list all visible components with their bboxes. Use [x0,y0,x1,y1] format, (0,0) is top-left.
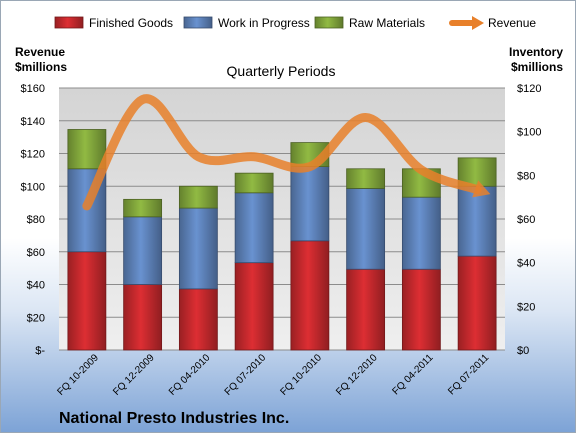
x-tick-label: FQ 04-2011 [391,352,436,397]
bar-segment [123,216,163,285]
left-tick-label: $120 [21,149,45,161]
x-tick-label: FQ 07-2010 [223,352,269,398]
bar-segment [346,188,386,270]
left-tick-label: $40 [27,280,45,292]
right-tick-label: $120 [517,83,541,95]
bar-segment [123,284,163,351]
bar-segment [457,185,497,257]
revenue-arrowhead [472,180,491,198]
left-tick-label: $160 [21,83,45,95]
legend-label: Revenue [488,16,536,30]
bar-segment [178,288,218,351]
bar-segment [290,166,330,242]
x-tick-label: FQ 12-2010 [334,352,380,398]
legend-label: Work in Progress [218,16,310,30]
bar-segment [234,172,274,194]
x-tick-label: FQ 10-2010 [278,352,324,398]
revenue-line [82,94,491,211]
legend-swatch [314,16,344,29]
legend-label: Raw Materials [349,16,425,30]
legend-swatch [54,16,84,29]
right-axis-title-line1: Inventory [509,45,563,59]
right-tick-label: $80 [517,170,535,182]
right-tick-label: $40 [517,258,535,270]
x-tick-label: FQ 10-2009 [55,352,101,398]
bar-segment [67,129,107,170]
left-tick-label: $80 [27,214,45,226]
bar-segment [178,207,218,290]
x-tick-label: FQ 07-2011 [446,352,491,397]
bar-segment [123,198,163,218]
bar-segment [234,262,274,351]
right-tick-label: $60 [517,214,535,226]
legend: Finished Goods Work in Progress Raw Materi… [54,16,536,30]
left-axis-title-line1: Revenue [15,45,65,59]
x-axis-labels: FQ 10-2009 FQ 12-2009 FQ 04-2010 FQ 07-2010… [55,352,491,398]
left-tick-label: $20 [27,312,45,324]
bar-segment [290,240,330,351]
right-tick-label: $100 [517,127,541,139]
left-tick-label: $100 [21,181,45,193]
legend-swatch [183,16,213,29]
bar-segment [178,185,218,209]
bar-segment [234,192,274,264]
right-axis-ticks: $0 $20 $40 $60 $80 $100 $120 [517,83,541,357]
left-tick-label: $60 [27,247,45,259]
company-name: National Presto Industries Inc. [59,410,289,427]
legend-arrow-swatch [472,16,484,30]
bar-segment [457,255,497,351]
left-axis-ticks: $- $20 $40 $60 $80 $100 $120 $140 $160 [21,83,46,357]
right-axis-title-line2: $millions [511,60,563,74]
left-axis-title-line2: $millions [15,60,67,74]
bar-segment [346,268,386,351]
left-tick-label: $140 [21,116,45,128]
chart-title: Quarterly Periods [227,63,336,79]
revenue-line-path [82,94,482,211]
left-tick-label: $- [35,345,45,357]
legend-label: Finished Goods [89,16,173,30]
bar-segment [401,268,441,351]
bars [67,129,497,351]
bar-segment [401,196,441,270]
bar-segment [346,168,386,189]
right-tick-label: $20 [517,301,535,313]
x-tick-label: FQ 12-2009 [111,352,157,398]
right-tick-label: $0 [517,345,529,357]
x-tick-label: FQ 04-2010 [167,352,213,398]
bar-segment [67,251,107,351]
